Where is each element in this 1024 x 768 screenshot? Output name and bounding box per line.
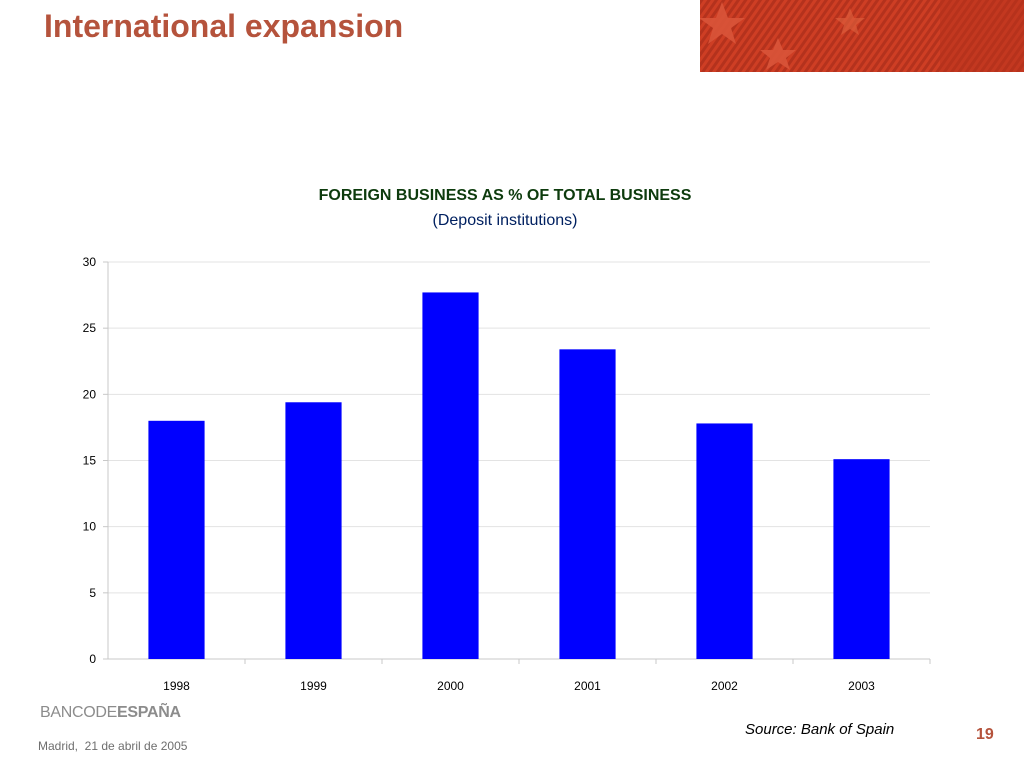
- x-tick-label: 2001: [574, 679, 601, 693]
- source-note: Source: Bank of Spain: [745, 721, 895, 738]
- bar-2001: [559, 349, 616, 659]
- bar-1999: [285, 402, 342, 659]
- x-tick-label: 2003: [848, 679, 875, 693]
- y-tick-label: 0: [89, 652, 96, 666]
- page-number: 19: [976, 726, 994, 743]
- y-tick-label: 10: [83, 520, 97, 534]
- y-tick-label: 5: [89, 586, 96, 600]
- x-tick-label: 1998: [163, 679, 190, 693]
- bar-2000: [422, 292, 479, 659]
- y-tick-label: 25: [83, 321, 97, 335]
- bar-2003: [833, 459, 890, 659]
- chart-subtitle: (Deposit institutions): [432, 212, 578, 229]
- y-tick-label: 15: [83, 454, 97, 468]
- x-tick-label: 2002: [711, 679, 738, 693]
- x-tick-label: 2000: [437, 679, 464, 693]
- logo-text-de: DE: [95, 704, 118, 721]
- bar-1998: [148, 420, 205, 659]
- x-tick-label: 1999: [300, 679, 327, 693]
- star-flag-banner-icon: [700, 0, 1024, 72]
- y-tick-label: 30: [83, 255, 97, 269]
- chart-title: FOREIGN BUSINESS AS % OF TOTAL BUSINESS: [318, 187, 692, 204]
- bar-2002: [696, 423, 753, 659]
- banco-de-espana-logo: BANCODEESPAÑA: [40, 704, 181, 722]
- logo-text-banco: BANCO: [40, 704, 96, 721]
- slide-title: International expansion: [44, 8, 404, 44]
- footer-date: Madrid, 21 de abril de 2005: [38, 739, 188, 753]
- y-tick-label: 20: [83, 387, 97, 401]
- logo-text-espana: ESPAÑA: [117, 704, 181, 721]
